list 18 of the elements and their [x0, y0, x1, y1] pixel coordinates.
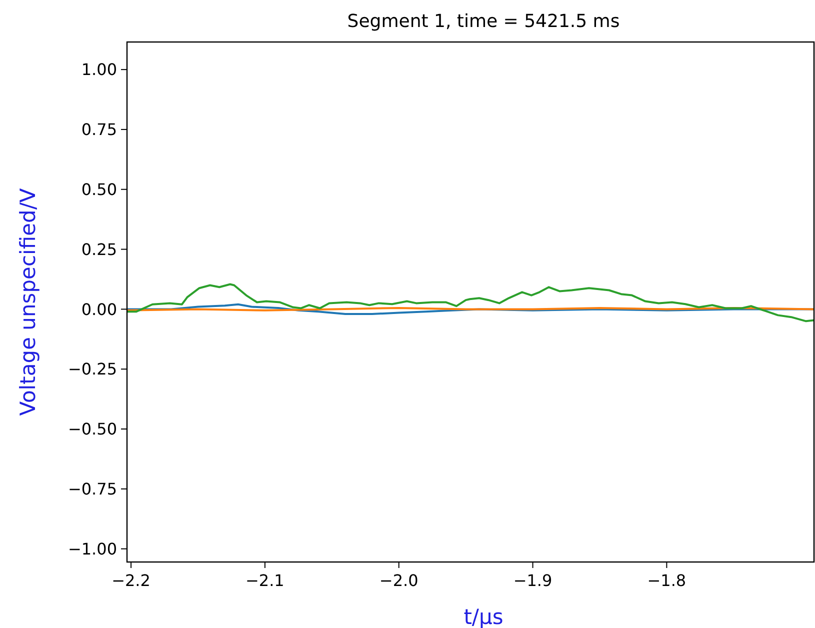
y-tick-label: −0.75: [68, 480, 117, 499]
y-tick-label: 0.00: [81, 300, 117, 319]
y-axis-title: Voltage unspecified/V: [16, 188, 40, 416]
y-tick-label: 0.75: [81, 120, 117, 140]
y-tick-label: 0.50: [81, 180, 117, 199]
y-tick-label: −0.50: [68, 420, 117, 439]
x-axis-title: t/μs: [464, 605, 504, 628]
y-tick-label: −1.00: [68, 539, 117, 558]
y-tick-label: 1.00: [81, 60, 117, 80]
x-tick-label: −2.1: [246, 571, 284, 590]
x-tick-label: −1.8: [647, 571, 686, 590]
x-tick-label: −1.9: [513, 571, 552, 590]
y-tick-label: 0.25: [81, 240, 117, 259]
x-tick-label: −2.0: [379, 571, 418, 590]
chart-title: Segment 1, time = 5421.5 ms: [347, 11, 620, 32]
x-tick-label: −2.2: [112, 571, 150, 590]
y-tick-label: −0.25: [68, 360, 117, 379]
line-series: [127, 283, 814, 322]
